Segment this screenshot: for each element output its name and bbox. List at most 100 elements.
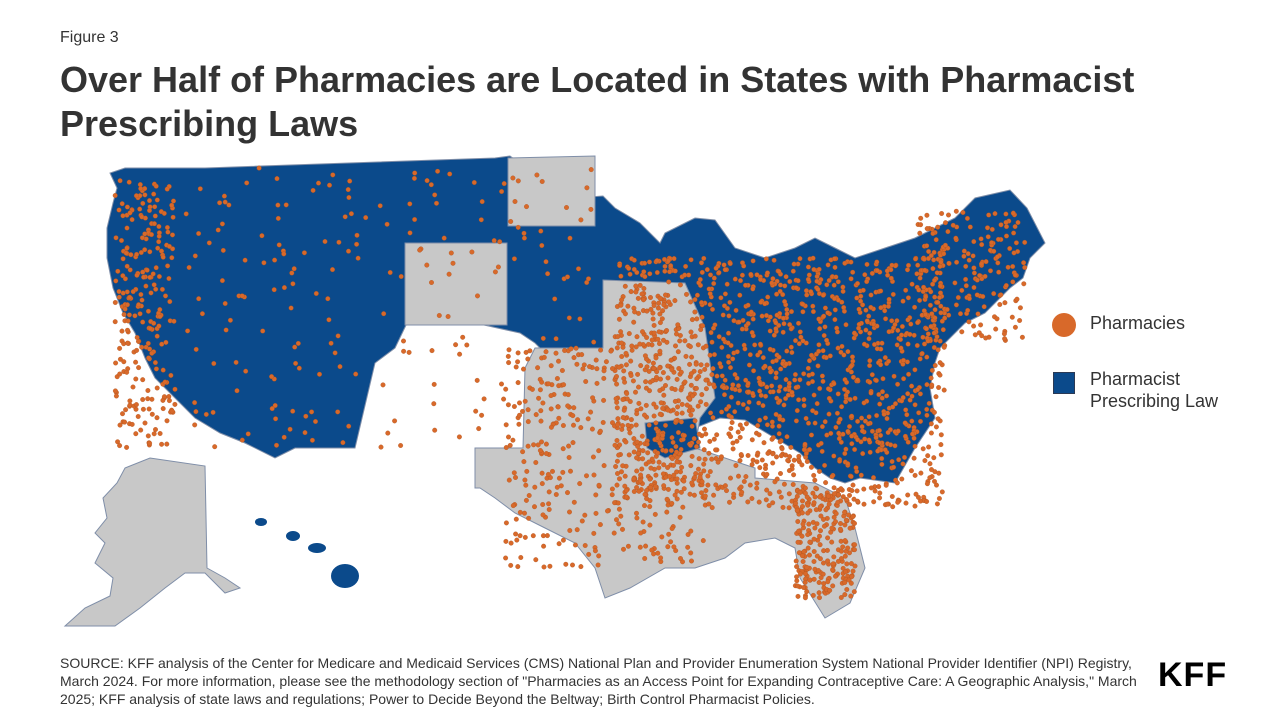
pharmacy-dot	[620, 526, 625, 532]
pharmacy-dot	[998, 222, 1004, 228]
pharmacy-dot	[601, 397, 607, 403]
pharmacy-dot	[724, 281, 730, 287]
pharmacy-dot	[831, 485, 837, 491]
pharmacy-dot	[826, 501, 832, 507]
pharmacy-dot	[272, 403, 278, 408]
pharmacy-dot	[974, 292, 980, 298]
pharmacy-dot	[172, 401, 178, 407]
pharmacy-dot	[799, 510, 805, 516]
pharmacy-dot	[524, 468, 530, 474]
pharmacy-dot	[927, 461, 933, 467]
pharmacy-dot	[845, 545, 851, 551]
pharmacy-dot	[754, 485, 760, 491]
pharmacy-dot	[637, 341, 643, 347]
pharmacy-dot	[634, 515, 640, 521]
pharmacy-dot	[909, 393, 915, 399]
pharmacy-dot	[770, 451, 776, 457]
pharmacy-dot	[663, 383, 668, 388]
pharmacy-dot	[687, 491, 693, 497]
pharmacy-dot	[669, 367, 675, 373]
pharmacy-dot	[151, 191, 157, 197]
pharmacy-dot	[628, 358, 634, 364]
pharmacy-dot	[811, 559, 817, 564]
pharmacy-dot	[702, 456, 708, 462]
pharmacy-dot	[842, 538, 848, 544]
pharmacy-dot	[703, 488, 709, 494]
pharmacy-dot	[708, 330, 714, 336]
pharmacy-dot	[810, 255, 816, 261]
pharmacy-dot	[217, 200, 223, 206]
pharmacy-dot	[335, 409, 341, 415]
pharmacy-dot	[961, 248, 967, 254]
pharmacy-dot	[837, 526, 843, 532]
pharmacy-dot	[922, 458, 928, 464]
pharmacy-dot	[922, 267, 928, 273]
pharmacy-dot	[898, 337, 903, 342]
pharmacy-dot	[113, 235, 119, 241]
pharmacy-dot	[774, 312, 780, 318]
pharmacy-dot	[889, 459, 895, 464]
pharmacy-dot	[827, 587, 833, 593]
pharmacy-dot	[911, 455, 917, 461]
pharmacy-dot	[124, 289, 130, 295]
pharmacy-dot	[938, 310, 944, 316]
pharmacy-dot	[885, 303, 891, 309]
pharmacy-dot	[783, 361, 789, 367]
pharmacy-dot	[609, 486, 615, 492]
pharmacy-dot	[871, 321, 877, 327]
pharmacy-dot	[876, 440, 882, 446]
pharmacy-dot	[117, 356, 123, 362]
pharmacy-dot	[434, 200, 439, 206]
pharmacy-dot	[847, 502, 853, 508]
pharmacy-dot	[928, 430, 934, 436]
law-states-region	[106, 155, 1046, 484]
pharmacy-dot	[153, 286, 159, 292]
pharmacy-dot	[683, 263, 689, 269]
pharmacy-dot	[675, 430, 681, 435]
pharmacy-dot	[647, 259, 652, 265]
pharmacy-dot	[692, 333, 698, 339]
pharmacy-dot	[123, 250, 129, 256]
pharmacy-dot	[878, 288, 884, 294]
pharmacy-dot	[431, 401, 437, 407]
pharmacy-dot	[636, 384, 641, 390]
pharmacy-dot	[960, 210, 966, 215]
pharmacy-dot	[861, 341, 867, 347]
pharmacy-dot	[123, 407, 129, 413]
pharmacy-dot	[720, 312, 726, 318]
pharmacy-dot	[799, 533, 805, 539]
pharmacy-dot	[138, 250, 144, 255]
pharmacy-dot	[873, 435, 879, 441]
pharmacy-dot	[850, 514, 856, 520]
pharmacy-dot	[651, 366, 657, 371]
pharmacy-dot	[849, 574, 855, 580]
pharmacy-dot	[558, 483, 564, 489]
pharmacy-dot	[646, 459, 652, 465]
pharmacy-dot	[764, 487, 770, 493]
pharmacy-dot	[739, 272, 745, 278]
pharmacy-dot	[785, 457, 791, 463]
pharmacy-dot	[522, 398, 528, 404]
pharmacy-dot	[522, 510, 527, 516]
pharmacy-dot	[703, 431, 709, 437]
pharmacy-dot	[634, 411, 640, 417]
pharmacy-dot	[874, 346, 880, 352]
pharmacy-dot	[145, 388, 151, 393]
pharmacy-dot	[668, 263, 674, 269]
pharmacy-dot	[842, 260, 848, 266]
pharmacy-dot	[639, 466, 645, 472]
pharmacy-dot	[508, 219, 514, 224]
pharmacy-dot	[946, 212, 951, 218]
pharmacy-dot	[429, 348, 435, 354]
pharmacy-dot	[844, 497, 849, 502]
pharmacy-dot	[700, 538, 706, 544]
pharmacy-dot	[290, 408, 296, 414]
figure-label: Figure 3	[60, 29, 119, 46]
pharmacy-dot	[812, 420, 818, 426]
pharmacy-dot	[965, 307, 971, 313]
pharmacy-dot	[124, 263, 130, 269]
pharmacy-dot	[708, 272, 713, 278]
pharmacy-dot	[584, 185, 590, 191]
pharmacy-dot	[322, 239, 328, 244]
pharmacy-dot	[822, 324, 828, 330]
